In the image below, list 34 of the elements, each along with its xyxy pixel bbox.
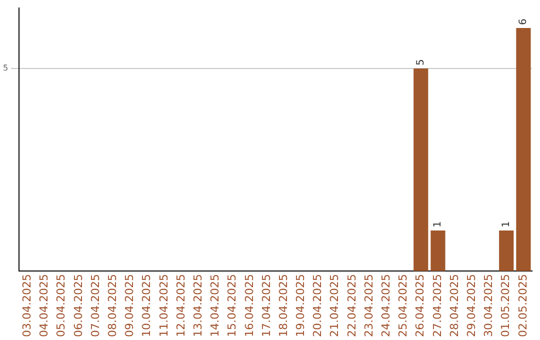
x-tick-label: 20.04.2025 <box>311 274 324 338</box>
x-tick-label: 29.04.2025 <box>465 274 478 338</box>
x-tick-label: 27.04.2025 <box>430 274 444 338</box>
data-label: 1 <box>432 221 444 228</box>
x-tick-label: 23.04.2025 <box>362 274 376 338</box>
x-tick-label: 14.04.2025 <box>208 274 222 338</box>
x-tick-label: 02.05.2025 <box>516 274 530 338</box>
x-tick-label: 17.04.2025 <box>260 274 273 338</box>
x-tick-label: 13.04.2025 <box>191 274 204 338</box>
x-tick-label: 25.04.2025 <box>396 274 410 338</box>
x-tick-label: 03.04.2025 <box>20 274 34 338</box>
x-tick-label: 24.04.2025 <box>380 274 393 338</box>
data-label: 1 <box>500 221 512 228</box>
data-label: 5 <box>415 59 426 66</box>
x-tick-label: 01.05.2025 <box>499 274 512 338</box>
x-tick-label: 09.04.2025 <box>123 274 136 338</box>
x-tick-label: 26.04.2025 <box>414 274 427 338</box>
x-tick-label: 12.04.2025 <box>174 274 188 338</box>
x-tick-label: 22.04.2025 <box>345 274 358 338</box>
x-tick-label: 11.04.2025 <box>157 274 170 338</box>
x-tick-label: 08.04.2025 <box>106 274 119 338</box>
x-tick-label: 04.04.2025 <box>38 274 51 338</box>
x-tick-label: 30.04.2025 <box>482 274 496 338</box>
x-tick-label: 10.04.2025 <box>140 274 154 338</box>
x-tick-label: 05.04.2025 <box>54 274 68 338</box>
x-tick-label: 06.04.2025 <box>72 274 85 338</box>
x-tick-label: 07.04.2025 <box>88 274 102 338</box>
x-tick-label: 16.04.2025 <box>242 274 256 338</box>
x-tick-label: 19.04.2025 <box>294 274 308 338</box>
x-tick-label: 21.04.2025 <box>328 274 342 338</box>
data-label: 6 <box>518 18 530 26</box>
x-tick-label: 18.04.2025 <box>276 274 290 338</box>
x-tick-label: 15.04.2025 <box>226 274 239 338</box>
x-tick-label: 28.04.2025 <box>448 274 461 338</box>
